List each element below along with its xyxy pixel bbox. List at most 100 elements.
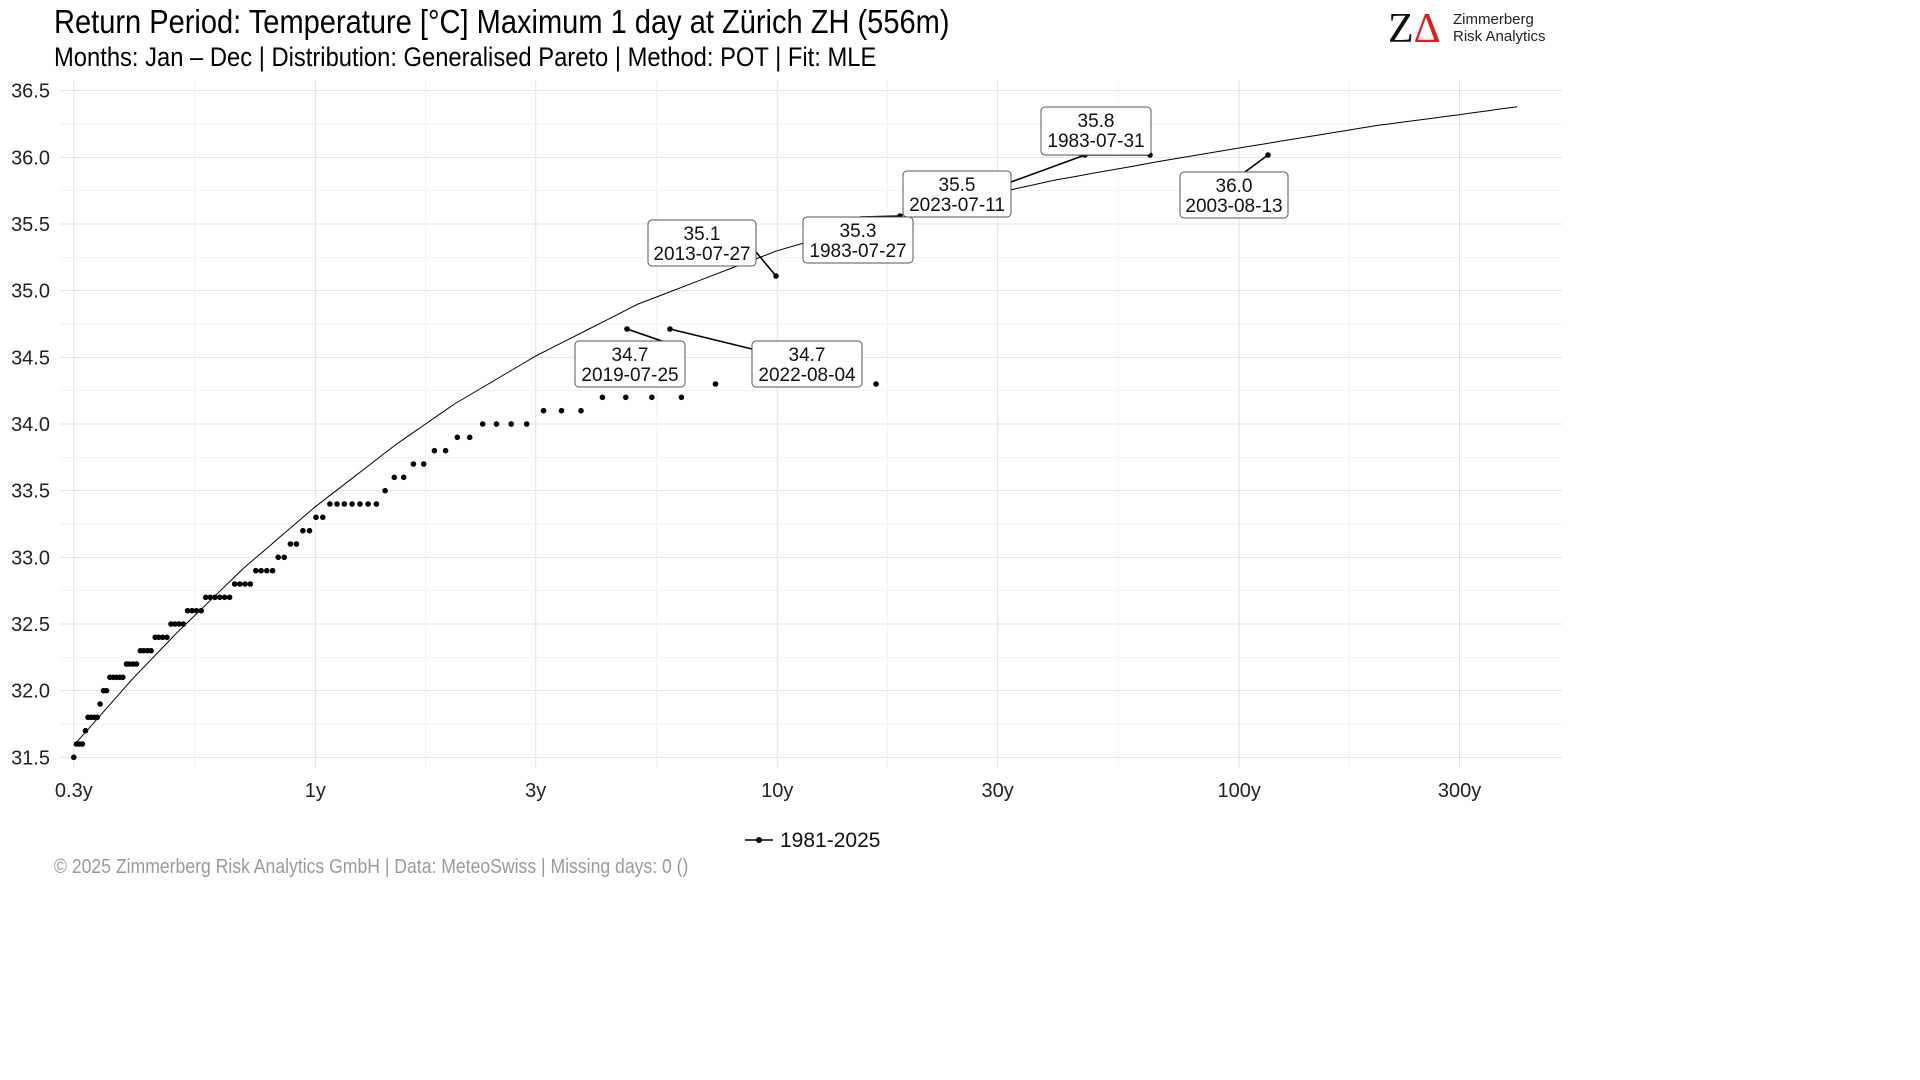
annotation-date: 2003-08-13 — [1185, 196, 1282, 217]
annotation-value: 35.8 — [1078, 111, 1115, 132]
return-period-chart: 31.5 32.0 32.5 33.0 33.5 34.0 34.5 35.0 35.5 36.0… — [11, 80, 1562, 852]
y-tick-label: 36.5 — [11, 81, 50, 103]
annotation-value: 36.0 — [1216, 176, 1253, 197]
logo-mark: ZΔ — [1388, 6, 1441, 52]
data-point — [523, 421, 530, 427]
annotation-point — [1265, 152, 1271, 158]
data-point — [493, 421, 500, 427]
annotation-date: 1983-07-31 — [1047, 131, 1144, 152]
data-point — [357, 501, 363, 507]
data-point — [133, 661, 140, 667]
data-point — [207, 594, 213, 601]
data-point — [193, 607, 200, 614]
annotation-leader — [1010, 154, 1086, 183]
data-point — [275, 554, 282, 561]
data-point — [217, 594, 223, 601]
x-tick-label: 1y — [305, 780, 326, 802]
data-point — [159, 634, 166, 641]
data-point — [558, 407, 565, 414]
annotation-leader — [1244, 154, 1269, 173]
gpd-fit-curve — [73, 106, 1518, 746]
data-point — [189, 607, 195, 614]
data-point — [242, 581, 248, 587]
y-tick-label: 35.0 — [11, 281, 50, 303]
annotation-box — [1040, 106, 1152, 156]
data-point — [320, 514, 326, 521]
data-point — [198, 607, 204, 614]
data-point — [180, 621, 187, 627]
grid — [60, 80, 1562, 768]
annotation-box — [647, 219, 757, 267]
logo-line-1: Zimmerberg — [1453, 11, 1534, 28]
data-point — [258, 567, 264, 574]
y-tick-label: 34.0 — [11, 414, 50, 436]
data-point — [226, 594, 233, 601]
y-tick-label: 35.5 — [11, 214, 50, 236]
x-tick-label: 10y — [761, 780, 793, 802]
data-point — [79, 741, 86, 747]
annotation-box — [574, 340, 686, 388]
data-point — [334, 501, 340, 507]
data-point — [120, 674, 126, 681]
data-point — [71, 754, 77, 761]
data-point — [599, 394, 606, 401]
annotation-box — [902, 170, 1012, 218]
data-point — [410, 461, 417, 467]
data-point — [94, 714, 100, 721]
data-point — [168, 621, 174, 627]
footer-credits: © 2025 Zimmerberg Risk Analytics GmbH | … — [54, 856, 689, 878]
data-point — [103, 687, 110, 694]
data-point — [391, 474, 398, 481]
data-point — [202, 594, 209, 601]
data-point — [313, 514, 319, 521]
data-point — [420, 461, 427, 467]
data-point — [212, 594, 218, 601]
x-tick-label: 3y — [525, 780, 546, 802]
annotation-date: 2019-07-25 — [581, 365, 678, 386]
y-tick-label: 32.0 — [11, 681, 50, 703]
annotation-date: 2023-07-11 — [909, 195, 1005, 216]
logo-letter-z: Z — [1388, 6, 1414, 52]
chart-subtitle: Months: Jan – Dec | Distribution: Genera… — [54, 42, 877, 72]
data-point — [341, 501, 348, 507]
annotation-leader — [755, 251, 777, 277]
logo-delta-glyph: Δ — [1413, 6, 1441, 52]
y-tick-label: 34.5 — [11, 347, 50, 369]
data-point — [479, 421, 486, 427]
data-point — [172, 621, 178, 627]
data-point — [287, 541, 294, 547]
data-point — [873, 381, 879, 387]
annotation-value: 35.3 — [840, 221, 877, 242]
data-point — [508, 421, 514, 427]
logo-line-2: Risk Analytics — [1453, 28, 1546, 45]
annotation-leader — [669, 328, 753, 350]
x-tick-label: 100y — [1217, 780, 1260, 802]
data-point — [253, 567, 259, 574]
axis-ticks: 31.5 32.0 32.5 33.0 33.5 34.0 34.5 35.0 35.5 36.0… — [11, 81, 1481, 802]
annotation-value: 34.7 — [789, 345, 826, 366]
data-point — [221, 594, 228, 601]
data-point — [431, 447, 438, 454]
annotation-point — [773, 273, 779, 279]
annotation-date: 1983-07-27 — [809, 241, 906, 262]
data-point — [306, 527, 313, 534]
data-point — [176, 621, 182, 627]
annotation-point — [667, 326, 673, 332]
data-point — [237, 581, 243, 587]
data-point — [327, 501, 333, 507]
legend-label: 1981-2025 — [780, 829, 880, 852]
annotation-box — [751, 340, 863, 388]
data-point — [540, 407, 547, 414]
annotation-value: 35.1 — [684, 224, 721, 245]
data-point — [148, 647, 154, 654]
y-tick-label: 33.0 — [11, 547, 50, 569]
chart-title: Return Period: Temperature [°C] Maximum … — [54, 3, 950, 40]
y-tick-label: 36.0 — [11, 147, 50, 169]
data-point — [155, 634, 162, 641]
y-tick-label: 33.5 — [11, 481, 50, 503]
